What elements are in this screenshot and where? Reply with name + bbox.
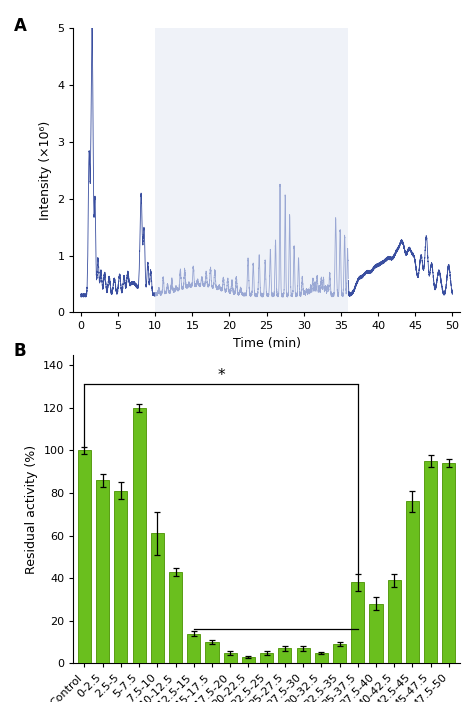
Bar — [442, 463, 456, 663]
Bar — [224, 653, 237, 663]
Bar — [78, 451, 91, 663]
Bar — [96, 480, 109, 663]
Bar — [114, 491, 128, 663]
Bar — [187, 634, 201, 663]
Bar — [333, 644, 346, 663]
Bar — [155, 28, 348, 312]
Bar — [260, 653, 273, 663]
Bar — [315, 653, 328, 663]
Bar — [297, 649, 310, 663]
Bar — [151, 534, 164, 663]
Bar — [424, 461, 437, 663]
Bar — [388, 581, 401, 663]
Bar — [205, 642, 219, 663]
Y-axis label: Intensity (×10⁶): Intensity (×10⁶) — [39, 121, 52, 220]
Bar — [278, 649, 292, 663]
Bar — [369, 604, 383, 663]
Bar — [133, 408, 146, 663]
X-axis label: Time (min): Time (min) — [233, 337, 301, 350]
Text: A: A — [14, 17, 27, 34]
Bar — [242, 657, 255, 663]
Bar — [351, 583, 365, 663]
Text: *: * — [217, 369, 225, 383]
Text: B: B — [14, 342, 26, 360]
Y-axis label: Residual activity (%): Residual activity (%) — [25, 444, 38, 574]
Bar — [406, 501, 419, 663]
Bar — [169, 572, 182, 663]
